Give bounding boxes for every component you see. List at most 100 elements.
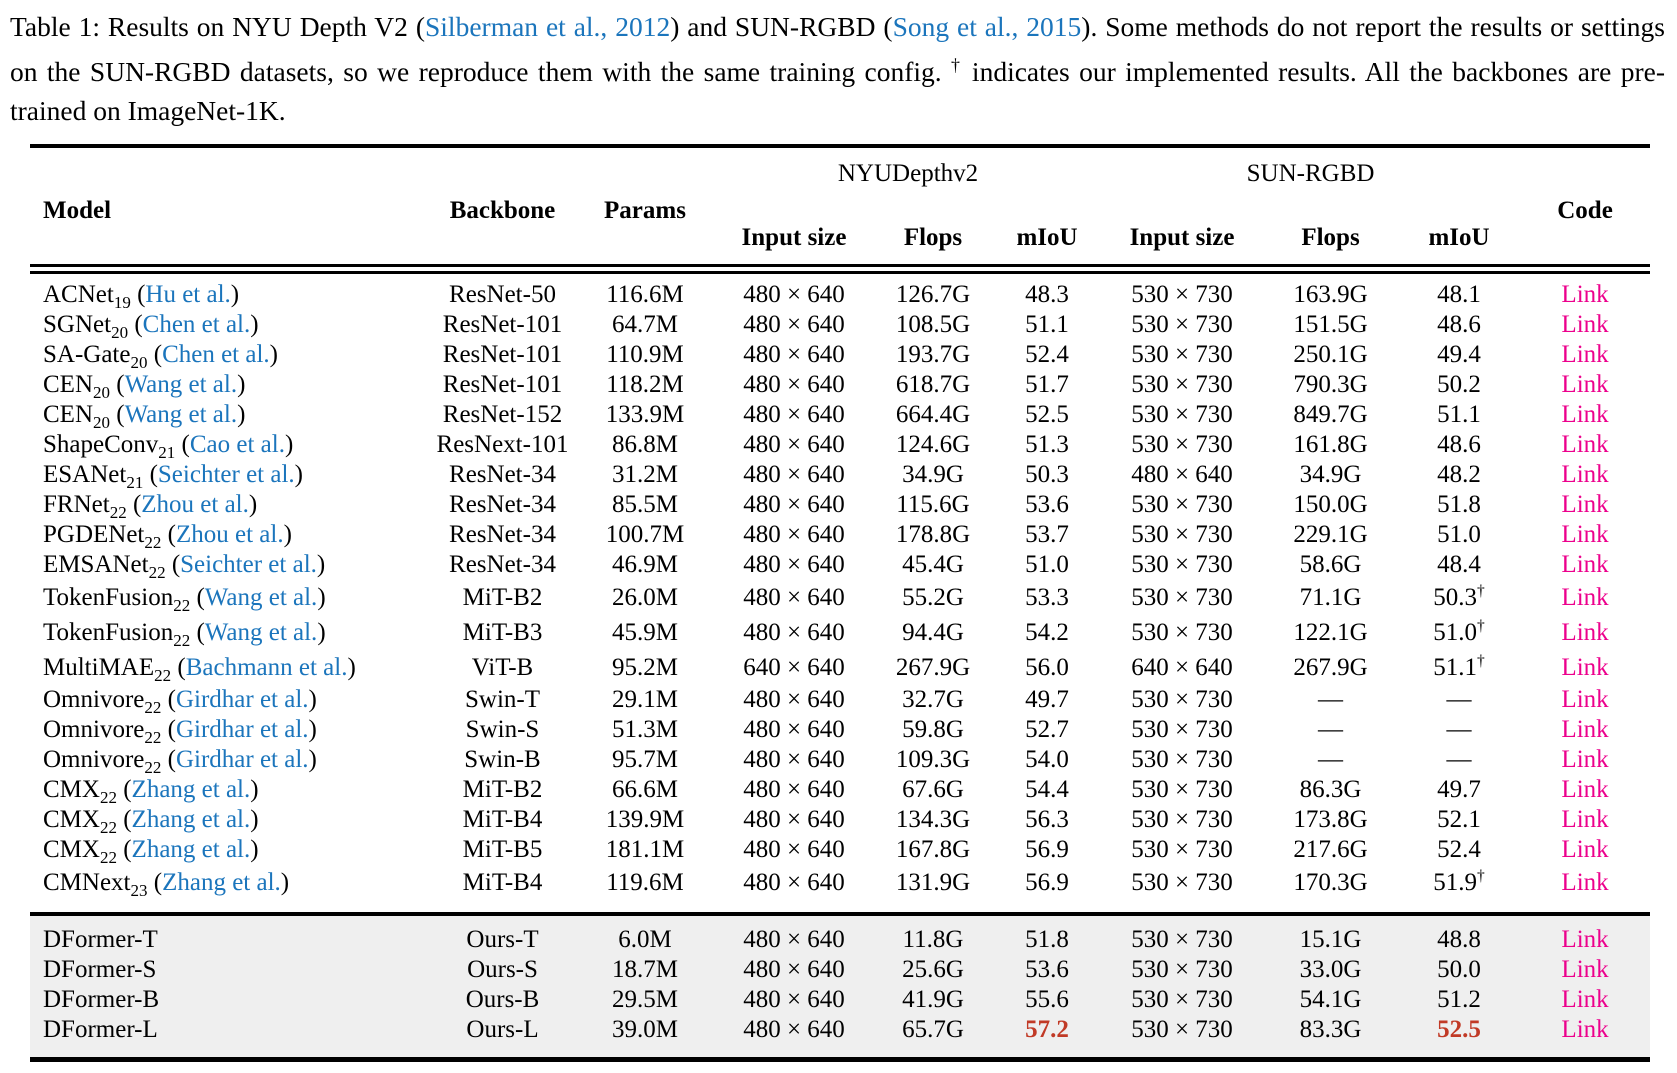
cell-params: 31.2M xyxy=(612,461,678,489)
cell-nyu-flops: 67.6G xyxy=(902,776,964,804)
code-link[interactable]: Link xyxy=(1561,776,1609,804)
citation-link[interactable]: Hu et al. xyxy=(145,281,231,309)
code-link[interactable]: Link xyxy=(1561,584,1609,612)
code-link[interactable]: Link xyxy=(1561,926,1609,954)
cell-code: Link xyxy=(1520,745,1650,775)
code-link[interactable]: Link xyxy=(1561,956,1609,984)
cell-code: Link xyxy=(1520,865,1650,914)
cell-sun-input-size: 530 × 730 xyxy=(1131,776,1233,804)
code-link[interactable]: Link xyxy=(1561,686,1609,714)
code-link[interactable]: Link xyxy=(1561,986,1609,1014)
cell-code: Link xyxy=(1520,685,1650,715)
cell-sun-miou: — xyxy=(1398,745,1520,775)
code-link[interactable]: Link xyxy=(1561,654,1609,682)
cell-nyu-flops: 126.7G xyxy=(895,281,971,309)
cell-params: 45.9M xyxy=(612,619,678,647)
cell-code: Link xyxy=(1520,775,1650,805)
dagger-symbol: † xyxy=(1477,652,1485,670)
cell-sun-flops: 267.9G xyxy=(1293,654,1368,682)
code-link[interactable]: Link xyxy=(1561,491,1609,519)
cell-nyu-miou: 52.7 xyxy=(993,715,1101,745)
code-link[interactable]: Link xyxy=(1561,551,1609,579)
cell-code: Link xyxy=(1520,805,1650,835)
cell-sun-flops: 151.5G xyxy=(1293,311,1368,339)
cell-sun-flops: 71.1G xyxy=(1299,584,1362,612)
code-link[interactable]: Link xyxy=(1561,311,1609,339)
citation-link[interactable]: Bachmann et al. xyxy=(185,654,348,682)
cell-sun-flops: 250.1G xyxy=(1293,341,1368,369)
caption-text: Table 1: Results on NYU Depth V2 ( xyxy=(10,11,425,42)
cell-nyu-flops: 124.6G xyxy=(895,431,971,459)
cell-sun-miou: 50.0 xyxy=(1398,955,1521,986)
cell-params: 119.6M xyxy=(606,869,684,897)
cell-params: 64.7M xyxy=(612,311,678,339)
citation-link[interactable]: Song et al., 2015 xyxy=(892,11,1082,42)
citation-link[interactable]: Cao et al. xyxy=(189,431,285,459)
cell-nyu-miou: 54.2 xyxy=(993,615,1101,650)
citation-link[interactable]: Silberman et al., 2012 xyxy=(425,11,671,42)
code-link[interactable]: Link xyxy=(1561,806,1609,834)
nyu-miou-value: 54.4 xyxy=(1025,776,1069,804)
model-year-subscript: 22 xyxy=(99,818,117,838)
table-row: CEN20 (Wang et al.) ResNet-101 118.2M 480 ×… xyxy=(30,370,1650,401)
cell-nyu-input-size: 480 × 640 xyxy=(743,401,845,429)
code-link[interactable]: Link xyxy=(1561,281,1609,309)
cell-model: Omnivore22 (Girdhar et al.) xyxy=(43,716,317,748)
cell-model: MultiMAE22 (Bachmann et al.) xyxy=(43,654,356,686)
citation-link[interactable]: Zhang et al. xyxy=(131,806,251,834)
cell-sun-input-size: 530 × 730 xyxy=(1131,869,1233,897)
cell-nyu-miou: 51.7 xyxy=(993,370,1101,400)
citation-link[interactable]: Wang et al. xyxy=(204,619,318,647)
citation-link[interactable]: Wang et al. xyxy=(204,584,318,612)
cell-sun-flops: 849.7G xyxy=(1293,401,1368,429)
cell-sun-input-size: 530 × 730 xyxy=(1131,311,1233,339)
citation-link[interactable]: Zhang et al. xyxy=(131,776,251,804)
citation-link[interactable]: Seichter et al. xyxy=(157,461,295,489)
citation-link[interactable]: Seichter et al. xyxy=(180,551,317,579)
citation-link[interactable]: Zhang et al. xyxy=(131,836,251,864)
cell-nyu-miou: 56.9 xyxy=(993,835,1101,865)
code-link[interactable]: Link xyxy=(1561,401,1609,429)
model-year-subscript: 22 xyxy=(144,758,162,778)
cell-model: DFormer-S xyxy=(30,955,430,986)
citation-link[interactable]: Girdhar et al. xyxy=(175,716,309,744)
cell-sun-miou: 51.8 xyxy=(1398,490,1520,520)
code-link[interactable]: Link xyxy=(1561,836,1609,864)
citation-link[interactable]: Girdhar et al. xyxy=(175,746,309,774)
citation-link[interactable]: Girdhar et al. xyxy=(175,686,309,714)
cell-nyu-input-size: 640 × 640 xyxy=(743,654,845,682)
col-header-sun-miou: mIoU xyxy=(1398,216,1521,275)
code-link[interactable]: Link xyxy=(1561,341,1609,369)
code-link[interactable]: Link xyxy=(1561,431,1609,459)
citation-link[interactable]: Zhou et al. xyxy=(175,521,284,549)
code-link[interactable]: Link xyxy=(1561,716,1609,744)
model-name: CEN xyxy=(43,401,93,429)
code-link[interactable]: Link xyxy=(1561,869,1609,897)
nyu-miou-value: 53.3 xyxy=(1025,584,1069,612)
cell-nyu-flops: 134.3G xyxy=(895,806,971,834)
cell-sun-flops: 170.3G xyxy=(1293,869,1368,897)
citation-link[interactable]: Chen et al. xyxy=(162,341,270,369)
cell-sun-miou: 48.4 xyxy=(1398,550,1520,580)
code-link[interactable]: Link xyxy=(1561,746,1609,774)
citation-link[interactable]: Zhang et al. xyxy=(162,869,281,897)
cell-nyu-input-size: 480 × 640 xyxy=(743,491,845,519)
sun-miou-value: 50.3 xyxy=(1433,584,1478,612)
cell-nyu-input-size: 480 × 640 xyxy=(743,836,845,864)
code-link[interactable]: Link xyxy=(1561,619,1609,647)
citation-link[interactable]: Wang et al. xyxy=(124,401,238,429)
citation-link[interactable]: Wang et al. xyxy=(124,371,238,399)
citation-link[interactable]: Chen et al. xyxy=(142,311,251,339)
code-link[interactable]: Link xyxy=(1561,371,1609,399)
code-link[interactable]: Link xyxy=(1561,1016,1609,1044)
cell-sun-input-size: 530 × 730 xyxy=(1131,371,1233,399)
model-year-subscript: 22 xyxy=(144,698,162,718)
citation-link[interactable]: Zhou et al. xyxy=(141,491,249,519)
cell-sun-flops: 229.1G xyxy=(1293,521,1368,549)
cell-model: SA-Gate20 (Chen et al.) xyxy=(43,341,278,373)
code-link[interactable]: Link xyxy=(1561,521,1609,549)
cell-sun-flops: 15.1G xyxy=(1263,912,1399,956)
code-link[interactable]: Link xyxy=(1561,461,1609,489)
cell-nyu-flops: 32.7G xyxy=(902,686,964,714)
cell-sun-input-size: 530 × 730 xyxy=(1131,551,1233,579)
